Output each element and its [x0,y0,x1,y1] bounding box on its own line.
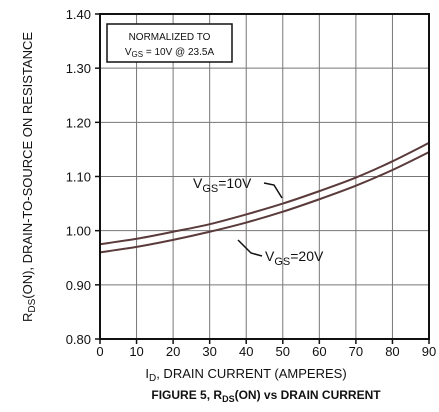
x-tick-label: 10 [129,344,143,359]
curve-layer [99,142,430,254]
series-pointer-vgs20 [237,239,263,257]
y-tick-label: 1.30 [66,61,91,76]
x-tick-label: 50 [276,344,290,359]
series-pointer-vgs10 [263,182,283,199]
x-tick-label: 40 [239,344,253,359]
y-tick-label: 1.40 [66,7,91,22]
series-line-vgs20 [99,151,430,254]
x-tick-label: 70 [349,344,363,359]
x-tick-label: 0 [96,344,103,359]
note-line1: NORMALIZED TO [129,32,211,43]
y-tick-label: 0.80 [66,332,91,347]
note-line2: VGS = 10V @ 23.5A [125,47,215,59]
series-label-vgs20: VGS=20V [265,248,324,268]
note-box [106,23,233,63]
x-tick-label: 20 [166,344,180,359]
y-tick-label: 0.90 [66,278,91,293]
y-tick-label: 1.10 [66,170,91,185]
y-axis-label: RDS(ON), DRAIN-TO-SOURCE ON RESISTANCE [20,32,38,322]
x-tick-label: 30 [202,344,216,359]
x-tick-label: 80 [385,344,399,359]
series-line-vgs10 [99,142,430,246]
x-tick-label: 90 [422,344,436,359]
y-tick-label: 1.20 [66,115,91,130]
x-tick-label: 60 [312,344,326,359]
figure-title: FIGURE 5, RDS(ON) vs DRAIN CURRENT [151,388,381,404]
series-label-vgs10: VGS=10V [193,175,252,195]
x-axis-label: ID, DRAIN CURRENT (AMPERES) [145,366,346,384]
tick-layer: 0 10 20 30 40 50 60 70 80 90 1.40 1.30 1.20 1.10 1.00 0… [66,7,437,359]
y-tick-label: 1.00 [66,224,91,239]
